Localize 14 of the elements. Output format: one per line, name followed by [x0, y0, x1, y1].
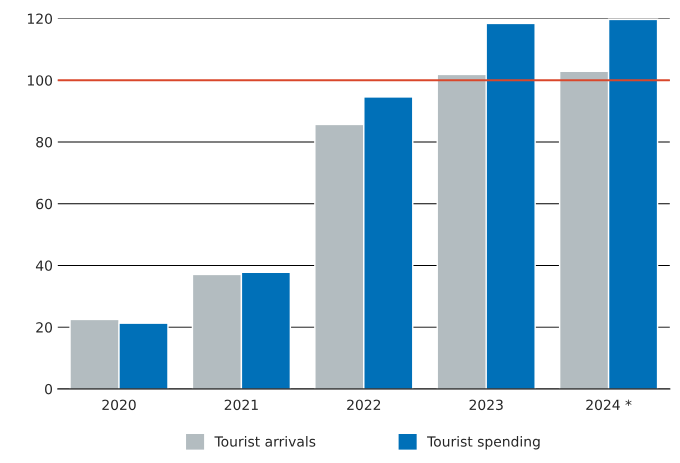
y-tick-label: 100 — [28, 75, 52, 86]
y-tick-label: 20 — [36, 322, 52, 333]
x-tick-label: 2022 — [347, 400, 380, 410]
y-tick-label: 80 — [36, 136, 52, 148]
y-tick-label: 0 — [45, 384, 52, 394]
x-tick-label: 2023 — [470, 400, 503, 410]
y-tick-label: 120 — [28, 13, 52, 24]
y-tick-label: 60 — [36, 198, 52, 210]
legend-label: Tourist arrivals — [214, 436, 316, 447]
legend-label: Tourist spending — [427, 436, 540, 450]
y-tick-label: 40 — [36, 260, 52, 271]
x-tick-label: 2024 * — [586, 400, 632, 410]
x-tick-label: 2020 — [102, 400, 136, 410]
x-tick-label: 2021 — [224, 400, 258, 410]
